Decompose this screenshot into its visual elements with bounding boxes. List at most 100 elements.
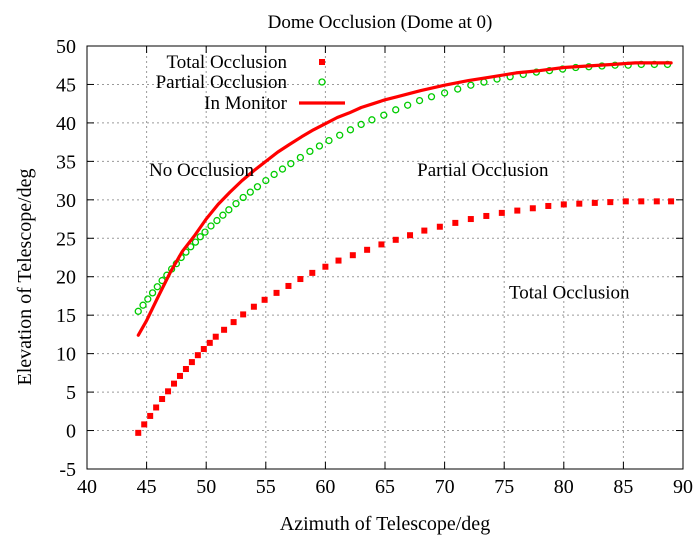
data-point-total-occlusion	[206, 339, 213, 346]
data-point-partial-occlusion	[213, 216, 221, 225]
data-point-total-occlusion	[141, 421, 148, 428]
data-point-total-occlusion	[176, 372, 183, 379]
data-point-total-occlusion	[159, 396, 166, 403]
x-tick-label: 90	[673, 476, 693, 498]
data-point-total-occlusion	[638, 198, 645, 205]
data-point-partial-occlusion	[467, 81, 475, 89]
data-point-partial-occlusion	[336, 131, 344, 139]
data-point-total-occlusion	[194, 352, 201, 359]
series-total-occlusion	[135, 198, 675, 436]
data-point-partial-occlusion	[144, 295, 152, 303]
data-point-partial-occlusion	[270, 170, 278, 179]
data-point-total-occlusion	[576, 200, 583, 207]
data-point-partial-occlusion	[278, 165, 287, 173]
data-point-total-occlusion	[653, 198, 660, 205]
x-tick-label: 60	[315, 476, 335, 498]
data-point-total-occlusion	[452, 219, 459, 226]
annotation-label: No Occlusion	[149, 160, 255, 181]
data-point-total-occlusion	[421, 227, 428, 234]
x-tick-label: 55	[256, 476, 276, 498]
data-point-total-occlusion	[378, 241, 385, 248]
data-point-total-occlusion	[285, 282, 292, 289]
data-point-partial-occlusion	[239, 193, 247, 202]
data-point-total-occlusion	[212, 333, 219, 340]
data-point-total-occlusion	[273, 289, 280, 296]
data-point-total-occlusion	[560, 201, 567, 208]
data-point-partial-occlusion	[315, 142, 324, 150]
data-point-partial-occlusion	[403, 101, 412, 109]
data-point-total-occlusion	[230, 319, 237, 326]
y-tick-label: 50	[56, 36, 76, 58]
y-tick-label: 5	[66, 382, 76, 404]
data-point-partial-occlusion	[246, 188, 254, 196]
annotation-label: Total Occlusion	[509, 282, 630, 303]
series-layer	[134, 60, 675, 436]
data-point-total-occlusion	[349, 252, 356, 259]
data-point-total-occlusion	[436, 223, 443, 230]
legend-swatch-partial-occlusion	[318, 78, 326, 86]
data-point-total-occlusion	[182, 366, 189, 373]
y-tick-label: 35	[56, 151, 76, 173]
y-axis-label: Elevation of Telescope/deg	[14, 168, 36, 385]
axis-ticks: 40 45 50 55 60 65 70 75 80 85 90 -5 0 5 10 15 20 25 30 35 40…	[56, 36, 693, 498]
data-point-partial-occlusion	[346, 126, 355, 134]
data-point-partial-occlusion	[207, 222, 215, 230]
data-point-total-occlusion	[171, 380, 178, 387]
x-tick-label: 80	[554, 476, 574, 498]
data-point-partial-occlusion	[415, 96, 424, 105]
x-axis-label: Azimuth of Telescope/deg	[280, 513, 490, 535]
data-point-partial-occlusion	[427, 93, 436, 101]
data-point-partial-occlusion	[153, 283, 161, 291]
data-point-total-occlusion	[392, 236, 399, 243]
data-point-partial-occlusion	[325, 136, 333, 145]
data-point-total-occlusion	[240, 311, 247, 318]
data-point-total-occlusion	[322, 263, 329, 270]
data-point-total-occlusion	[221, 326, 228, 333]
data-point-total-occlusion	[622, 198, 629, 205]
y-tick-label: 30	[56, 190, 76, 212]
data-point-partial-occlusion	[219, 211, 227, 219]
data-point-total-occlusion	[514, 207, 521, 214]
grid-lines	[87, 46, 683, 469]
y-tick-label: -5	[59, 459, 76, 481]
data-point-total-occlusion	[668, 198, 675, 205]
data-point-partial-occlusion	[392, 106, 400, 114]
data-point-partial-occlusion	[262, 176, 270, 185]
data-point-partial-occlusion	[191, 238, 200, 246]
region-annotations: No Occlusion Partial Occlusion Total Occlu…	[149, 160, 630, 303]
y-tick-label: 15	[56, 305, 76, 327]
data-point-total-occlusion	[309, 269, 316, 276]
data-point-partial-occlusion	[232, 200, 240, 208]
legend-label-in-monitor: In Monitor	[204, 93, 288, 114]
x-tick-label: 75	[494, 476, 514, 498]
legend-swatch-total-occlusion	[319, 59, 325, 65]
y-tick-label: 20	[56, 267, 76, 289]
y-tick-label: 45	[56, 74, 76, 96]
data-point-partial-occlusion	[357, 120, 365, 129]
x-tick-label: 45	[137, 476, 157, 498]
data-point-total-occlusion	[135, 429, 142, 436]
x-tick-label: 40	[77, 476, 97, 498]
data-point-total-occlusion	[483, 212, 490, 219]
y-tick-label: 40	[56, 113, 76, 135]
x-tick-label: 70	[435, 476, 455, 498]
data-point-partial-occlusion	[253, 183, 262, 191]
y-tick-label: 0	[66, 421, 76, 443]
data-point-total-occlusion	[591, 199, 598, 206]
x-tick-label: 50	[196, 476, 216, 498]
series-in-monitor	[136, 61, 673, 337]
data-point-partial-occlusion	[225, 206, 233, 214]
data-point-total-occlusion	[165, 388, 172, 395]
y-tick-label: 25	[56, 228, 76, 250]
data-point-total-occlusion	[188, 359, 195, 366]
data-point-total-occlusion	[147, 412, 154, 419]
data-point-total-occlusion	[607, 199, 614, 206]
data-point-total-occlusion	[250, 303, 257, 310]
data-point-partial-occlusion	[454, 85, 462, 93]
x-tick-label: 85	[613, 476, 633, 498]
data-point-partial-occlusion	[196, 233, 204, 241]
data-point-total-occlusion	[529, 205, 536, 212]
annotation-label: Partial Occlusion	[417, 160, 549, 181]
data-point-partial-occlusion	[368, 116, 376, 124]
